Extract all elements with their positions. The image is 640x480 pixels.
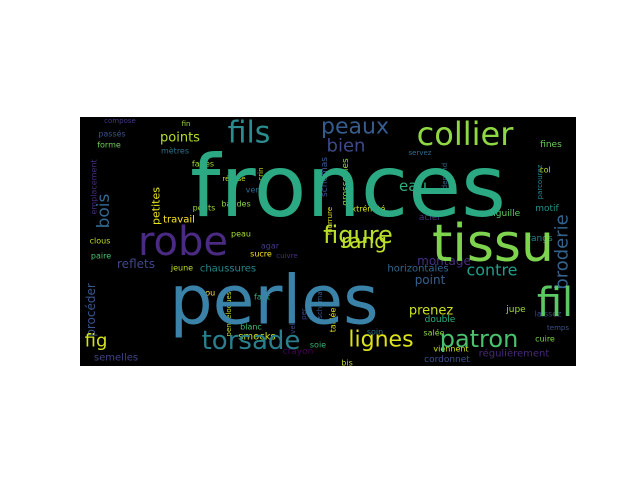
cloud-word-cuire: cuire	[535, 335, 555, 344]
cloud-word-jeune: jeune	[170, 264, 193, 273]
cloud-word-motif: motif	[535, 204, 559, 214]
cloud-word-bois: bois	[94, 193, 114, 228]
cloud-word-blanc: blanc	[240, 323, 262, 332]
cloud-word-taillée: taillée	[328, 308, 338, 333]
cloud-word-bis: bis	[341, 359, 352, 367]
cloud-word-travail: travail	[163, 215, 195, 226]
cloud-word-chaussures: chaussures	[200, 264, 256, 275]
cloud-word-compose: compose	[104, 117, 136, 125]
cloud-word-torsade: torsade	[202, 326, 301, 356]
cloud-word-broderie: broderie	[552, 214, 573, 289]
cloud-word-verre: verre	[246, 186, 267, 195]
cloud-word-fil: fil	[537, 280, 573, 326]
cloud-word-bandes: bandes	[221, 200, 250, 209]
cloud-word-per: per	[300, 308, 308, 320]
cloud-word-peau: peau	[231, 230, 251, 239]
cloud-word-fronces: fronces	[190, 137, 506, 237]
cloud-word-bien: bien	[327, 136, 366, 157]
cloud-word-crayon: crayon	[283, 347, 314, 357]
cloud-word-montage: montage	[417, 254, 471, 268]
cloud-word-aiguille: aiguille	[488, 209, 521, 219]
cloud-word-faites: faites	[192, 160, 214, 169]
cloud-word-depend: depend	[441, 163, 449, 189]
cloud-word-laissez: laissez	[535, 310, 562, 319]
cloud-word-parcourez: parcourez	[536, 164, 544, 199]
cloud-word-cuivre: cuivre	[276, 252, 297, 260]
cloud-word-eau: eau	[399, 177, 427, 195]
cloud-word-tissu: tissu	[432, 214, 554, 274]
cloud-word-soie: soie	[310, 341, 326, 350]
cloud-word-acier: acier	[419, 213, 442, 223]
cloud-word-robe: robe	[138, 219, 228, 265]
cloud-word-clous: clous	[90, 237, 111, 246]
cloud-word-patron: patron	[440, 325, 519, 353]
cloud-word-grosseilles: grosseilles	[341, 158, 351, 206]
cloud-word-forme: forme	[97, 141, 121, 150]
cloud-word-servez: servez	[409, 149, 432, 157]
cloud-word-pendeloques: pendeloques	[225, 291, 233, 336]
cloud-word-fin: fin	[182, 120, 191, 128]
cloud-word-faut: faut	[254, 293, 270, 302]
cloud-word-réalisé: réalisé	[222, 175, 245, 183]
cloud-word-temps: temps	[547, 324, 569, 332]
cloud-word-point: point	[415, 273, 446, 287]
cloud-word-sucre: sucre	[250, 250, 272, 259]
cloud-word-contre: contre	[466, 261, 517, 280]
cloud-word-fig: fig	[85, 331, 108, 352]
cloud-word-salée: salée	[423, 328, 444, 338]
cloud-word-jupe: jupe	[505, 305, 526, 315]
cloud-word-col: col	[539, 166, 551, 175]
cloud-word-rang: rang	[341, 229, 387, 253]
cloud-word-cordonnet: cordonnet	[424, 355, 470, 365]
cloud-word-crin: crin	[257, 167, 265, 180]
cloud-word-figure: figure	[323, 221, 393, 249]
cloud-word-régulièrement: régulièrement	[479, 348, 550, 360]
cloud-word-cou: cou	[201, 289, 215, 298]
cloud-word-mètres: mètres	[161, 146, 189, 156]
cloud-word-horizontales: horizontales	[387, 264, 448, 275]
cloud-word-schéma: schéma	[316, 291, 324, 318]
cloud-word-reflets: reflets	[117, 257, 155, 271]
cloud-word-passés: passés	[98, 129, 125, 139]
cloud-word-double: double	[425, 315, 456, 325]
cloud-word-prenez: prenez	[409, 304, 454, 319]
cloud-word-lignes: lignes	[348, 328, 413, 353]
cloud-word-viennent: viennent	[433, 345, 468, 354]
cloud-word-rangs: rangs	[527, 234, 553, 244]
cloud-word-fines: fines	[540, 140, 562, 150]
cloud-word-points: points	[160, 131, 200, 146]
cloud-word-paire: paire	[91, 252, 111, 261]
cloud-word-semelles: semelles	[94, 353, 138, 364]
cloud-word-extrémité: extrémité	[347, 204, 386, 214]
cloud-word-peaux: peaux	[321, 117, 389, 140]
cloud-word-soin: soin	[367, 328, 383, 337]
cloud-word-petits: petits	[193, 204, 216, 213]
cloud-word-procéder: procéder	[84, 283, 98, 337]
cloud-word-perles: perles	[169, 262, 378, 341]
cloud-word-fourrure: fourrure	[326, 207, 334, 235]
cloud-word-smocks: smocks	[238, 332, 276, 343]
cloud-word-schémas: schémas	[319, 157, 330, 197]
cloud-word-velours: velours	[289, 308, 297, 334]
cloud-word-agar: agar	[261, 242, 280, 251]
cloud-word-fils: fils	[228, 117, 271, 151]
cloud-word-collier: collier	[417, 117, 515, 153]
cloud-word-petites: petites	[150, 187, 163, 225]
word-cloud-canvas: crayon emplacement extrémité soin cuire …	[84, 117, 573, 367]
cloud-word-emplacement: emplacement	[90, 159, 99, 214]
word-cloud: crayon emplacement extrémité soin cuire …	[80, 117, 576, 366]
